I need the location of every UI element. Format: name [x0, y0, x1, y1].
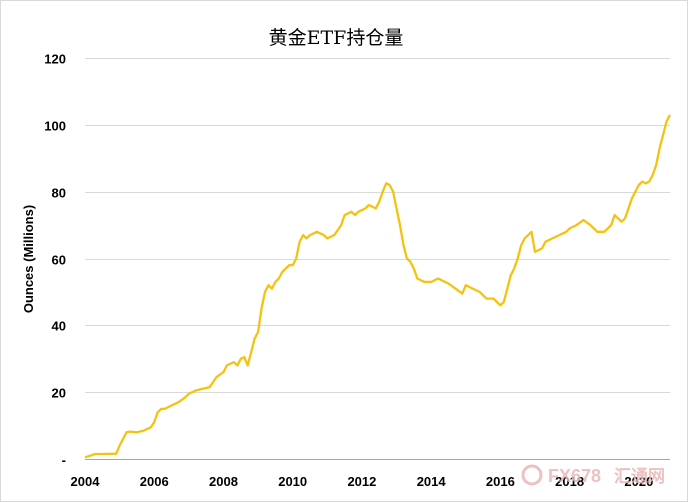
x-tick-label: 2018	[555, 474, 584, 489]
watermark-text: FX678	[548, 466, 601, 486]
y-tick-label: -	[62, 453, 66, 468]
series-line-etf-holdings	[84, 114, 672, 459]
x-tick-label: 2004	[71, 474, 101, 489]
x-tick-label: 2010	[278, 474, 307, 489]
y-axis-title: Ounces (Millions)	[21, 205, 36, 313]
watermark-logo-icon	[521, 464, 543, 486]
y-axis-ticks: - 20 40 60 80 100 120	[44, 52, 66, 468]
watermark-text-cn: 汇通网	[614, 467, 665, 487]
x-tick-label: 2020	[624, 474, 653, 489]
y-tick-label: 100	[44, 119, 66, 134]
y-tick-label: 80	[52, 186, 66, 201]
x-tick-label: 2008	[209, 474, 238, 489]
x-tick-label: 2014	[417, 474, 447, 489]
y-tick-label: 20	[52, 386, 66, 401]
watermark: FX678 汇通网	[521, 464, 665, 487]
chart-title: 黄金ETF持仓量	[269, 27, 404, 49]
y-tick-label: 40	[52, 319, 66, 334]
x-tick-label: 2012	[347, 474, 376, 489]
x-tick-label: 2006	[140, 474, 169, 489]
x-axis-ticks: 2004 2006 2008 2010 2012 2014 2016 2018 2020	[71, 474, 654, 489]
y-tick-label: 120	[44, 52, 66, 67]
y-tick-label: 60	[52, 253, 66, 268]
x-tick-label: 2016	[486, 474, 515, 489]
gridlines	[85, 58, 670, 393]
